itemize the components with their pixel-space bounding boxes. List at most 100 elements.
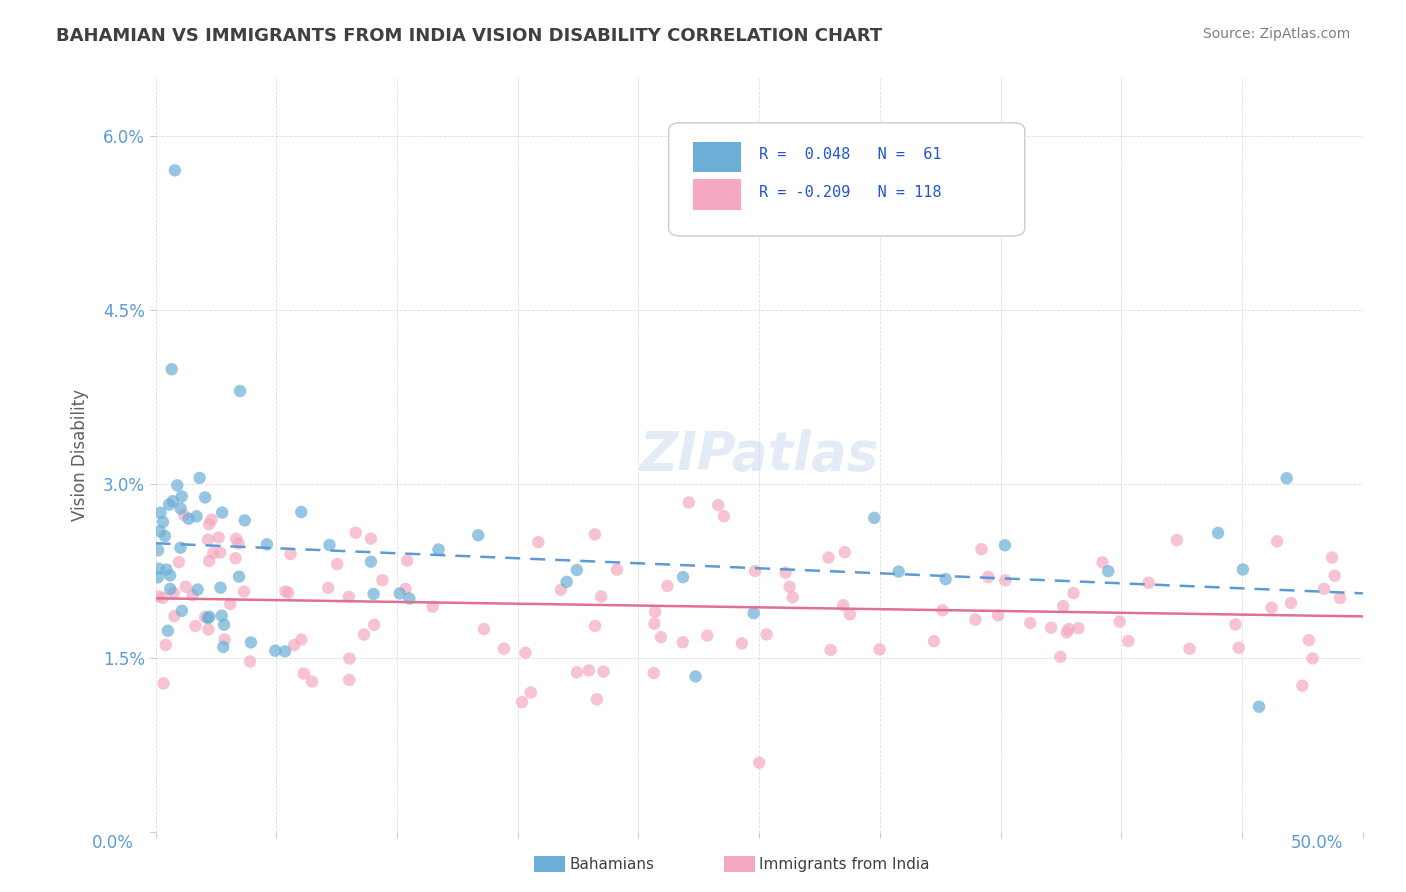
Immigrants from India — [994, 574, 1017, 588]
Immigrants from India — [371, 574, 394, 588]
Bahamians — [1232, 562, 1254, 576]
Immigrants from India — [277, 585, 299, 599]
Immigrants from India — [1108, 615, 1130, 629]
Immigrants from India — [181, 588, 204, 602]
Immigrants from India — [208, 531, 231, 545]
Immigrants from India — [672, 635, 695, 649]
Immigrants from India — [283, 638, 305, 652]
Immigrants from India — [1178, 641, 1201, 656]
Immigrants from India — [228, 536, 250, 550]
FancyBboxPatch shape — [693, 179, 741, 210]
Immigrants from India — [394, 582, 416, 596]
Immigrants from India — [643, 616, 665, 631]
Bahamians — [148, 562, 170, 576]
Immigrants from India — [233, 584, 256, 599]
Bahamians — [198, 609, 221, 624]
Immigrants from India — [931, 603, 953, 617]
Bahamians — [186, 509, 208, 524]
Immigrants from India — [290, 632, 312, 647]
Immigrants from India — [167, 555, 190, 569]
Immigrants from India — [643, 666, 665, 681]
Immigrants from India — [316, 581, 339, 595]
Immigrants from India — [198, 554, 221, 568]
Immigrants from India — [472, 622, 495, 636]
Immigrants from India — [197, 533, 219, 547]
Immigrants from India — [583, 619, 606, 633]
Bahamians — [685, 669, 707, 683]
Immigrants from India — [592, 665, 614, 679]
Immigrants from India — [396, 553, 419, 567]
Immigrants from India — [163, 609, 186, 624]
Immigrants from India — [696, 629, 718, 643]
Immigrants from India — [173, 508, 195, 523]
Immigrants from India — [422, 599, 444, 614]
Bahamians — [256, 537, 278, 551]
Immigrants from India — [731, 636, 754, 650]
Bahamians — [166, 478, 188, 492]
Immigrants from India — [148, 590, 170, 604]
Immigrants from India — [869, 642, 891, 657]
Immigrants from India — [779, 580, 801, 594]
Text: R =  0.048   N =  61: R = 0.048 N = 61 — [759, 147, 942, 162]
Bahamians — [264, 643, 287, 657]
Immigrants from India — [748, 756, 770, 770]
Immigrants from India — [606, 563, 628, 577]
Immigrants from India — [678, 495, 700, 509]
Immigrants from India — [280, 547, 302, 561]
Immigrants from India — [578, 664, 600, 678]
Bahamians — [1206, 525, 1229, 540]
Immigrants from India — [301, 674, 323, 689]
Bahamians — [169, 541, 191, 555]
Immigrants from India — [1225, 617, 1247, 632]
Text: 0.0%: 0.0% — [91, 834, 134, 852]
Bahamians — [1275, 471, 1298, 485]
Immigrants from India — [565, 665, 588, 680]
Immigrants from India — [707, 498, 730, 512]
Immigrants from India — [1329, 591, 1351, 605]
Text: BAHAMIAN VS IMMIGRANTS FROM INDIA VISION DISABILITY CORRELATION CHART: BAHAMIAN VS IMMIGRANTS FROM INDIA VISION… — [56, 27, 883, 45]
Immigrants from India — [583, 527, 606, 541]
Bahamians — [467, 528, 489, 542]
Bahamians — [152, 515, 174, 529]
Immigrants from India — [1265, 534, 1288, 549]
Immigrants from India — [184, 619, 207, 633]
Text: R = -0.209   N = 118: R = -0.209 N = 118 — [759, 185, 942, 200]
Bahamians — [188, 471, 211, 485]
Immigrants from India — [225, 551, 247, 566]
Bahamians — [157, 498, 180, 512]
Immigrants from India — [782, 591, 804, 605]
Immigrants from India — [337, 673, 360, 687]
Immigrants from India — [657, 579, 679, 593]
Immigrants from India — [274, 584, 297, 599]
Immigrants from India — [344, 525, 367, 540]
Immigrants from India — [550, 582, 572, 597]
Immigrants from India — [1056, 625, 1078, 640]
FancyBboxPatch shape — [669, 123, 1025, 236]
Bahamians — [159, 568, 181, 582]
Immigrants from India — [339, 651, 361, 665]
Bahamians — [146, 543, 169, 558]
Immigrants from India — [1323, 568, 1346, 582]
Immigrants from India — [744, 564, 766, 578]
Bahamians — [211, 608, 233, 623]
Immigrants from India — [775, 566, 797, 580]
Immigrants from India — [337, 590, 360, 604]
Immigrants from India — [817, 550, 839, 565]
Immigrants from India — [1040, 621, 1063, 635]
Bahamians — [229, 384, 252, 398]
Text: ZIPatlas: ZIPatlas — [640, 429, 879, 481]
Bahamians — [170, 490, 193, 504]
Immigrants from India — [202, 546, 225, 560]
Immigrants from India — [198, 517, 221, 532]
Immigrants from India — [152, 676, 174, 690]
Bahamians — [398, 591, 420, 606]
Bahamians — [1097, 564, 1119, 578]
Bahamians — [388, 586, 411, 600]
Bahamians — [177, 511, 200, 525]
Bahamians — [565, 563, 588, 577]
Immigrants from India — [1260, 600, 1282, 615]
Immigrants from India — [527, 535, 550, 549]
Immigrants from India — [1091, 556, 1114, 570]
Immigrants from India — [174, 580, 197, 594]
Bahamians — [742, 606, 765, 620]
